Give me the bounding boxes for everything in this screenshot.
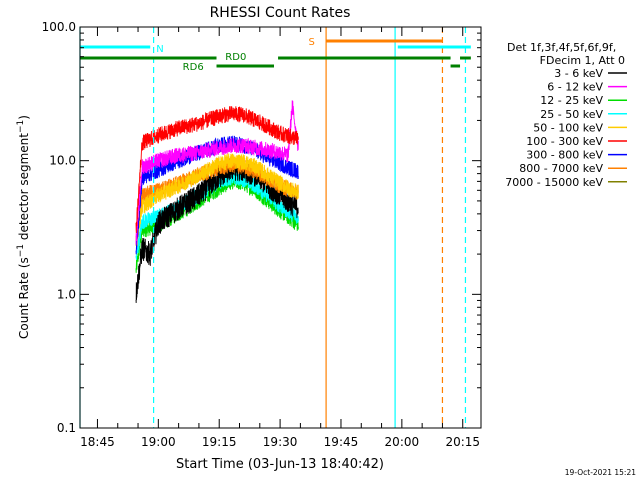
legend-entry-50-100-kev: 50 - 100 keV: [533, 121, 603, 134]
x-axis: 18:45 19:00 19:15 19:30 19:45 20:00 20:15: [80, 27, 480, 449]
plot-frame: [79, 26, 482, 429]
y-tick-label: 10.0: [49, 154, 76, 168]
x-tick-label: 20:15: [445, 435, 480, 449]
x-tick-label: 18:45: [80, 435, 115, 449]
state-label-s: S: [309, 37, 315, 48]
chart-title: RHESSI Count Rates: [210, 5, 351, 21]
x-axis-label: Start Time (03-Jun-13 18:40:42): [176, 457, 384, 472]
state-label-rd0: RD0: [225, 52, 246, 63]
legend-entry-800-7000-kev: 800 - 7000 keV: [519, 162, 603, 175]
legend-entry-100-300-kev: 100 - 300 keV: [526, 135, 603, 148]
y-axis: 0.1 1.0 10.0 100.0: [42, 20, 481, 435]
x-tick-label: 19:15: [202, 435, 237, 449]
legend-entry-6-12-kev: 6 - 12 keV: [547, 81, 603, 94]
legend-entry-300-800-kev: 300 - 800 keV: [526, 149, 603, 162]
y-tick-label: 100.0: [42, 20, 76, 34]
date-stamp: 19-Oct-2021 15:21: [565, 468, 636, 477]
legend-entry-25-50-kev: 25 - 50 keV: [540, 108, 603, 121]
x-tick-label: 20:00: [385, 435, 420, 449]
state-label-rd6: RD6: [183, 62, 204, 73]
legend-header-line: Det 1f,3f,4f,5f,6f,9f,: [507, 41, 616, 54]
x-tick-label: 19:45: [324, 435, 359, 449]
annotation-layer: N S RD0 RD6: [79, 27, 471, 428]
series-trace-100-300-kev: [135, 106, 299, 233]
x-tick-label: 19:00: [141, 435, 176, 449]
legend: Det 1f,3f,4f,5f,6f,9f,FDecim 1, Att 03 -…: [505, 41, 627, 189]
state-label-n: N: [156, 44, 163, 55]
y-axis-label: Count Rate (s−1 detector segment−1): [16, 115, 31, 339]
series-trace-50-100-kev: [135, 152, 299, 244]
legend-header-line: FDecim 1, Att 0: [540, 54, 625, 67]
series-trace-6-12-kev: [135, 100, 299, 245]
legend-entry-7000-15000-kev: 7000 - 15000 keV: [505, 176, 603, 189]
y-tick-label: 0.1: [57, 421, 76, 435]
x-tick-label: 19:30: [263, 435, 298, 449]
y-tick-label: 1.0: [57, 287, 76, 301]
legend-entry-12-25-kev: 12 - 25 keV: [540, 94, 603, 107]
legend-entry-3-6-kev: 3 - 6 keV: [554, 67, 603, 80]
data-traces: [135, 100, 299, 303]
